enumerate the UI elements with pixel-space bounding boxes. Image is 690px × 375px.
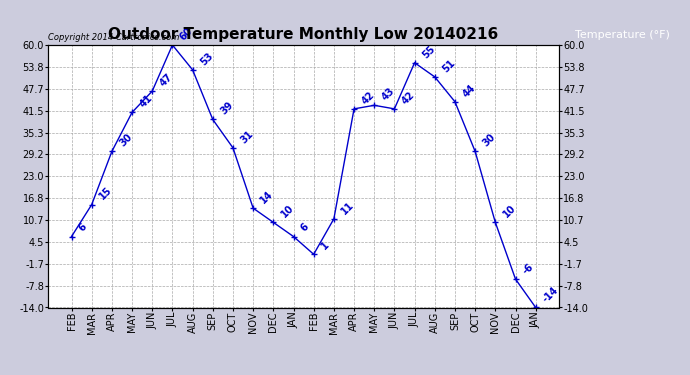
Text: 51: 51 (440, 57, 457, 74)
Text: 6: 6 (299, 222, 311, 234)
Text: 31: 31 (239, 129, 255, 145)
Text: -14: -14 (541, 285, 561, 305)
Text: 44: 44 (460, 82, 477, 99)
Text: 30: 30 (117, 132, 134, 148)
Text: 1: 1 (319, 240, 331, 252)
Text: 14: 14 (259, 189, 275, 206)
Text: 60: 60 (178, 26, 195, 42)
Text: 42: 42 (400, 90, 417, 106)
Text: Temperature (°F): Temperature (°F) (575, 30, 670, 40)
Text: 41: 41 (137, 93, 155, 110)
Text: 10: 10 (279, 203, 295, 220)
Text: 6: 6 (77, 222, 89, 234)
Text: 47: 47 (158, 72, 175, 88)
Text: Copyright 2014 Cartronics.com: Copyright 2014 Cartronics.com (48, 33, 179, 42)
Text: 42: 42 (359, 90, 376, 106)
Title: Outdoor Temperature Monthly Low 20140216: Outdoor Temperature Monthly Low 20140216 (108, 27, 499, 42)
Text: -6: -6 (521, 262, 535, 276)
Text: 11: 11 (339, 200, 356, 216)
Text: 10: 10 (501, 203, 518, 220)
Text: 43: 43 (380, 86, 397, 102)
Text: 55: 55 (420, 44, 437, 60)
Text: 53: 53 (198, 50, 215, 67)
Text: 15: 15 (97, 185, 114, 202)
Text: 39: 39 (218, 100, 235, 117)
Text: 30: 30 (481, 132, 497, 148)
